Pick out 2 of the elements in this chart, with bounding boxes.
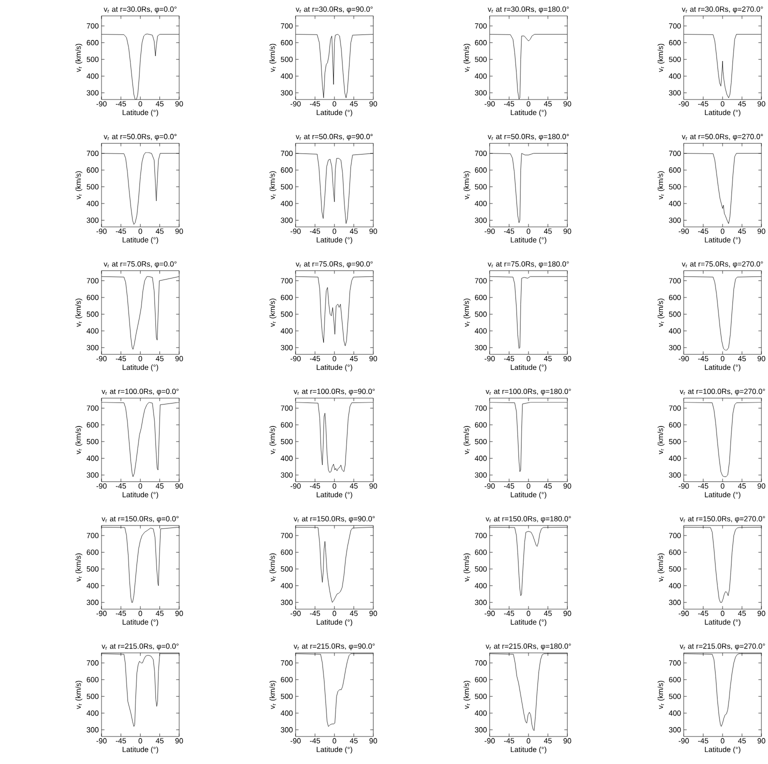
line-series (490, 152, 568, 223)
line-series (490, 276, 568, 348)
